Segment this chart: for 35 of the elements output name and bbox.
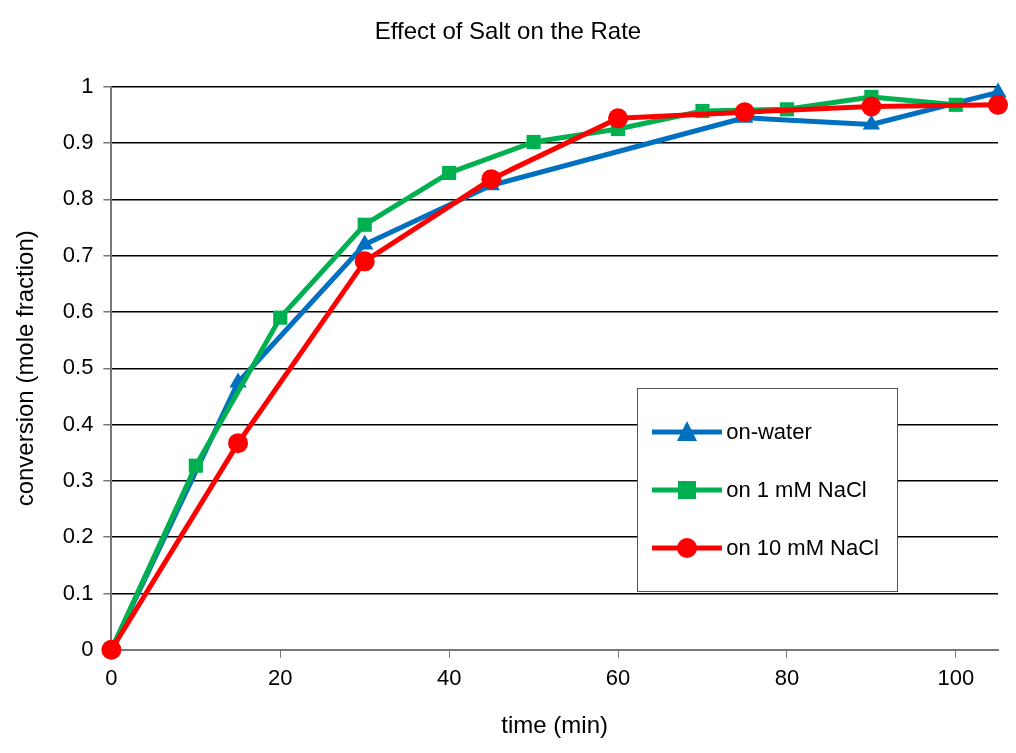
point [481, 169, 502, 190]
point [228, 433, 249, 454]
chart-title: Effect of Salt on the Rate [374, 17, 642, 45]
y-tick-label: 0.3 [62, 466, 94, 492]
x-axis-title: time (min) [501, 711, 609, 739]
point [608, 108, 629, 129]
point [357, 217, 372, 232]
point [273, 310, 288, 325]
point [734, 102, 755, 123]
x-tick-label: 60 [605, 665, 631, 691]
y-tick-label: 1 [81, 72, 94, 98]
point [861, 96, 882, 117]
point [526, 134, 541, 150]
y-tick-label: 0.4 [62, 410, 94, 436]
legend-label: on-water [726, 419, 812, 445]
legend-label: on 1 mM NaCl [726, 477, 867, 503]
y-tick-label: 0.5 [62, 354, 94, 380]
point [354, 251, 375, 272]
x-tick-label: 20 [268, 665, 293, 691]
y-tick-label: 0 [81, 635, 94, 661]
x-tick-label: 100 [937, 665, 975, 691]
y-tick-label: 0.9 [62, 129, 94, 155]
x-tick-label: 40 [436, 665, 462, 691]
y-tick-label: 0.1 [62, 579, 94, 605]
x-tick-label: 0 [105, 665, 118, 691]
point [442, 165, 457, 181]
y-tick-label: 0.7 [62, 241, 94, 267]
point [188, 458, 203, 473]
y-tick-label: 0.6 [62, 298, 94, 324]
y-tick-label: 0.8 [62, 185, 94, 211]
y-axis-title: conversion (mole fraction) [11, 230, 39, 507]
y-tick-label: 0.2 [62, 523, 94, 549]
x-tick-label: 80 [774, 665, 800, 691]
legend-label: on 10 mM NaCl [726, 535, 879, 561]
point [988, 94, 1008, 115]
